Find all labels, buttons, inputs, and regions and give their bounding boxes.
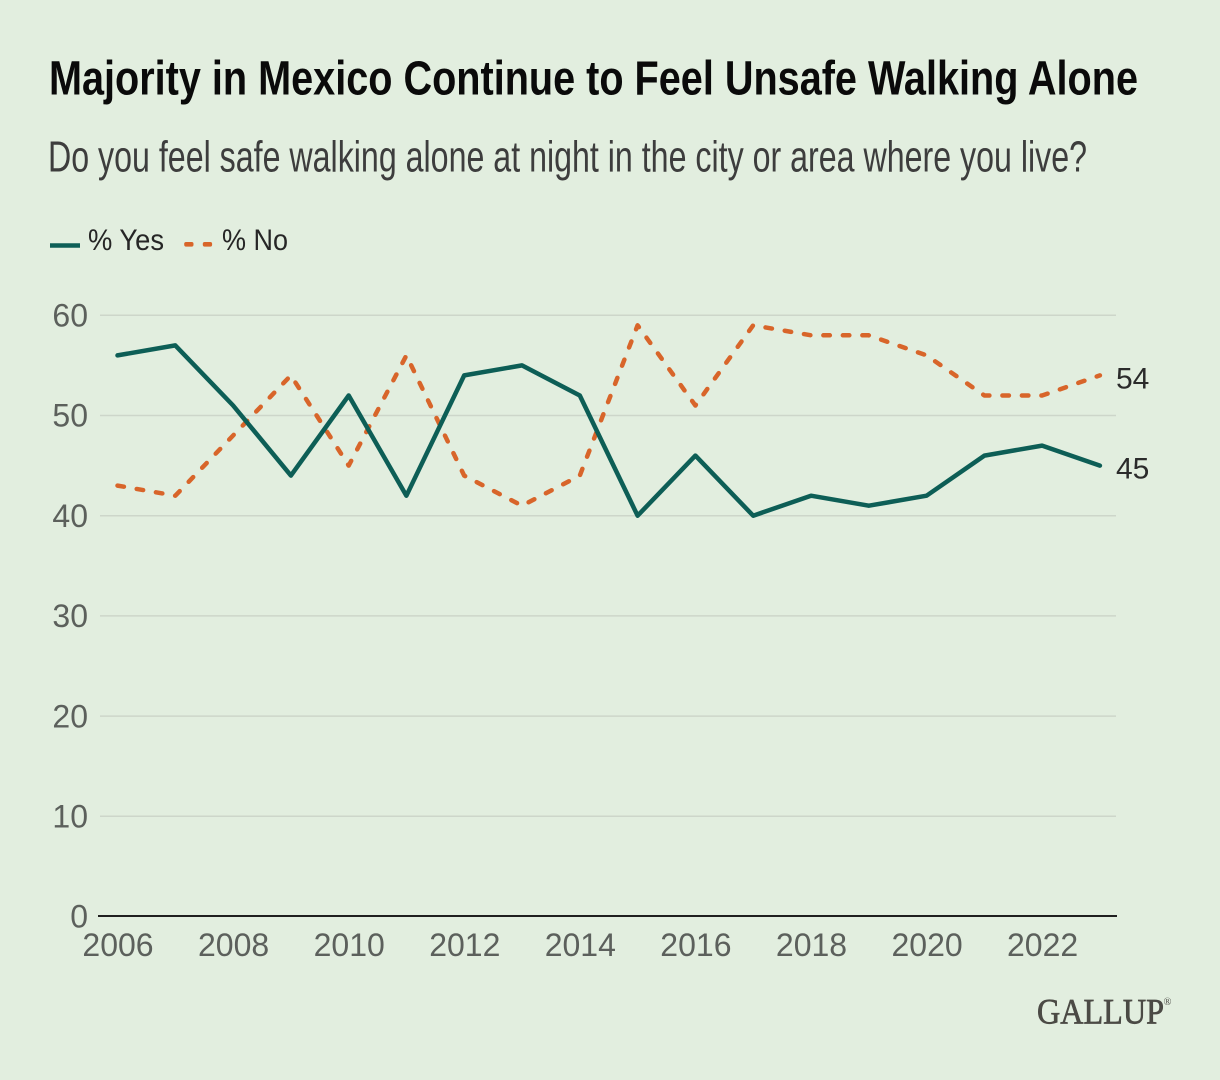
svg-text:60: 60 — [52, 298, 88, 334]
svg-text:2022: 2022 — [1007, 927, 1078, 963]
svg-text:Majority in Mexico Continue to: Majority in Mexico Continue to Feel Unsa… — [49, 53, 1138, 106]
svg-text:2018: 2018 — [776, 927, 847, 963]
svg-text:Do you feel safe walking alone: Do you feel safe walking alone at night … — [48, 132, 1087, 181]
svg-text:20: 20 — [52, 698, 88, 734]
svg-text:2006: 2006 — [82, 927, 153, 963]
svg-text:10: 10 — [52, 799, 88, 835]
svg-text:2020: 2020 — [892, 927, 963, 963]
svg-text:40: 40 — [52, 498, 88, 534]
svg-text:50: 50 — [52, 398, 88, 434]
svg-text:2012: 2012 — [429, 927, 500, 963]
svg-text:45: 45 — [1116, 453, 1149, 486]
svg-text:2008: 2008 — [198, 927, 269, 963]
svg-text:% No: % No — [222, 224, 288, 257]
svg-text:30: 30 — [52, 598, 88, 634]
svg-text:®: ® — [1164, 997, 1172, 1008]
svg-text:% Yes: % Yes — [88, 224, 164, 257]
svg-text:54: 54 — [1116, 363, 1149, 396]
svg-text:2014: 2014 — [545, 927, 616, 963]
svg-text:0: 0 — [70, 899, 88, 935]
svg-text:2010: 2010 — [314, 927, 385, 963]
svg-text:GALLUP: GALLUP — [1037, 992, 1164, 1032]
svg-text:2016: 2016 — [660, 927, 731, 963]
